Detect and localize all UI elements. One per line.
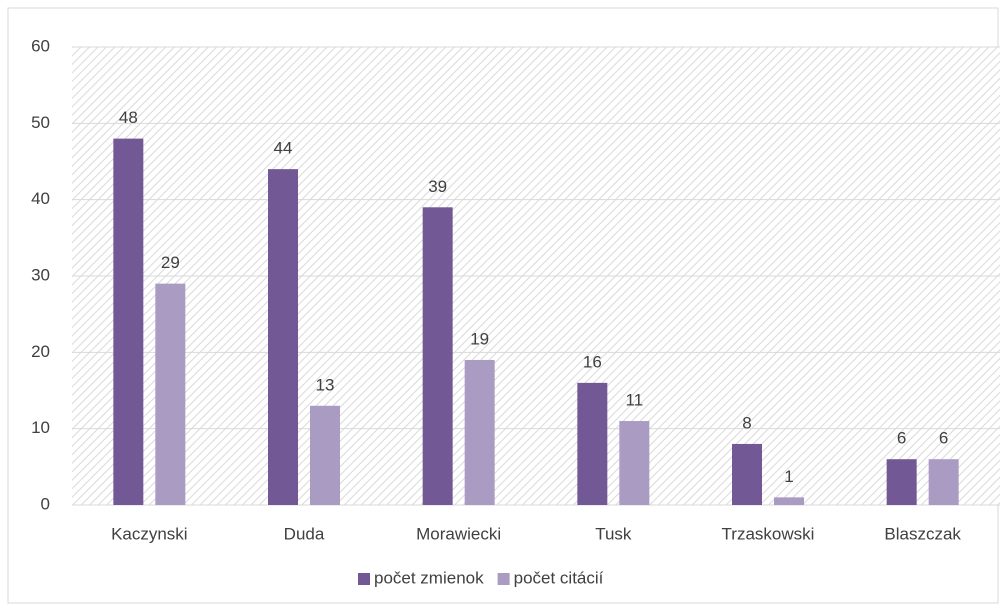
- y-tick-label: 10: [31, 418, 50, 437]
- bar: [268, 169, 298, 505]
- value-label: 11: [626, 391, 644, 410]
- bar: [619, 421, 650, 505]
- x-tick-label: Tusk: [595, 524, 632, 543]
- value-label: 13: [316, 375, 335, 394]
- y-tick-label: 0: [41, 494, 50, 513]
- x-tick-label: Morawiecki: [416, 524, 501, 543]
- value-label: 39: [428, 177, 447, 196]
- bar: [928, 459, 959, 505]
- value-label: 6: [939, 429, 948, 448]
- legend-swatch: [497, 573, 510, 585]
- value-label: 8: [742, 413, 751, 432]
- bar: [774, 497, 804, 505]
- bar: [422, 207, 453, 506]
- y-tick-label: 20: [31, 342, 50, 361]
- y-tick-label: 50: [31, 113, 50, 132]
- bar: [113, 138, 144, 505]
- x-tick-label: Blaszczak: [884, 524, 961, 543]
- bar: [464, 359, 495, 505]
- legend-swatch: [358, 573, 370, 585]
- value-label: 6: [897, 429, 906, 448]
- y-tick-label: 40: [31, 189, 50, 208]
- x-tick-label: Trzaskowski: [722, 524, 815, 543]
- y-tick-label: 60: [31, 36, 50, 55]
- value-label: 44: [274, 139, 293, 158]
- legend-label: počet citácií: [514, 568, 604, 587]
- value-label: 29: [161, 253, 180, 272]
- y-tick-label: 30: [31, 265, 50, 284]
- bar: [732, 443, 762, 505]
- bar: [577, 382, 608, 505]
- x-tick-label: Kaczynski: [111, 524, 188, 543]
- bar: [310, 405, 340, 505]
- x-tick-label: Duda: [284, 524, 325, 543]
- bar: [155, 283, 186, 505]
- value-label: 48: [119, 108, 138, 127]
- value-label: 16: [583, 352, 602, 371]
- bar: [886, 459, 917, 505]
- value-label: 19: [470, 329, 489, 348]
- legend-label: počet zmienok: [374, 568, 484, 587]
- value-label: 1: [784, 467, 793, 486]
